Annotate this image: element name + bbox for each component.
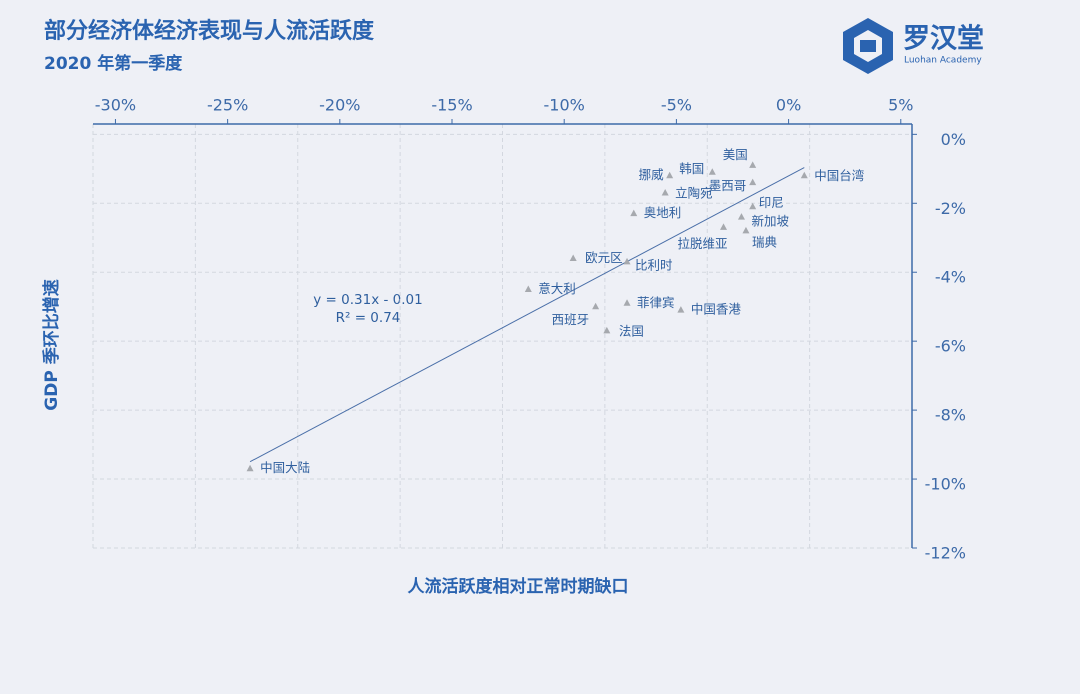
point-label: 新加坡 bbox=[751, 214, 789, 229]
y-tick-label: 0% bbox=[941, 130, 966, 149]
data-point bbox=[592, 302, 600, 310]
y-tick-label: -10% bbox=[925, 475, 966, 494]
x-tick-label: -20% bbox=[319, 96, 360, 115]
y-tick-label: -6% bbox=[935, 337, 966, 356]
x-axis-title: 人流活跃度相对正常时期缺口 bbox=[408, 576, 629, 597]
data-point bbox=[800, 171, 808, 179]
point-label: 中国大陆 bbox=[260, 460, 310, 475]
x-tick-label: -5% bbox=[661, 96, 692, 115]
data-point bbox=[708, 168, 716, 175]
data-point bbox=[749, 202, 757, 210]
x-tick-label: -15% bbox=[431, 96, 472, 115]
chart-title: 部分经济体经济表现与人流活跃度 bbox=[44, 18, 375, 44]
data-point bbox=[524, 285, 532, 292]
logo-name: 罗汉堂 bbox=[903, 24, 984, 55]
point-label: 立陶宛 bbox=[675, 185, 713, 200]
point-label: 美国 bbox=[723, 147, 748, 162]
data-point bbox=[737, 213, 745, 220]
trend-equation: y = 0.31x - 0.01 bbox=[313, 292, 422, 308]
logo-icon bbox=[843, 18, 893, 74]
x-tick-label: 0% bbox=[776, 96, 801, 115]
logo-subname: Luohan Academy bbox=[904, 56, 982, 66]
data-point bbox=[623, 257, 631, 265]
trend-r2: R² = 0.74 bbox=[336, 310, 401, 326]
data-point bbox=[630, 209, 638, 217]
point-label: 墨西哥 bbox=[709, 178, 747, 193]
trend-line bbox=[249, 167, 805, 463]
point-label: 西班牙 bbox=[552, 312, 590, 327]
x-tick-label: -25% bbox=[207, 96, 248, 115]
data-point bbox=[749, 178, 757, 186]
chart-subtitle: 2020 年第一季度 bbox=[44, 53, 183, 74]
y-axis-title: GDP 季环比增速 bbox=[41, 279, 62, 410]
y-tick-label: -12% bbox=[925, 544, 966, 563]
x-tick-label: 5% bbox=[888, 96, 913, 115]
point-label: 印尼 bbox=[759, 195, 784, 210]
point-label: 中国台湾 bbox=[814, 168, 864, 183]
y-tick-label: -8% bbox=[935, 406, 966, 425]
point-label: 中国香港 bbox=[691, 302, 742, 317]
point-label: 比利时 bbox=[635, 257, 673, 272]
point-label: 瑞典 bbox=[752, 234, 777, 249]
point-label: 菲律宾 bbox=[637, 295, 675, 310]
data-point bbox=[661, 188, 669, 196]
point-label: 韩国 bbox=[679, 161, 704, 176]
data-point bbox=[720, 223, 728, 230]
data-point bbox=[623, 299, 631, 306]
data-point bbox=[246, 464, 254, 472]
data-point bbox=[569, 254, 577, 261]
point-label: 欧元区 bbox=[585, 250, 623, 265]
data-point bbox=[749, 161, 757, 168]
data-point bbox=[603, 326, 611, 334]
y-tick-label: -2% bbox=[935, 199, 966, 218]
x-tick-label: -10% bbox=[544, 96, 585, 115]
data-point bbox=[677, 306, 685, 313]
data-point bbox=[666, 171, 674, 179]
point-label: 挪威 bbox=[639, 167, 665, 182]
point-label: 拉脱维亚 bbox=[678, 236, 728, 251]
x-tick-label: -30% bbox=[95, 96, 136, 115]
point-label: 奥地利 bbox=[644, 205, 682, 220]
point-label: 法国 bbox=[619, 323, 644, 338]
point-label: 意大利 bbox=[538, 281, 576, 296]
y-tick-label: -4% bbox=[935, 268, 966, 287]
data-point bbox=[742, 226, 750, 234]
